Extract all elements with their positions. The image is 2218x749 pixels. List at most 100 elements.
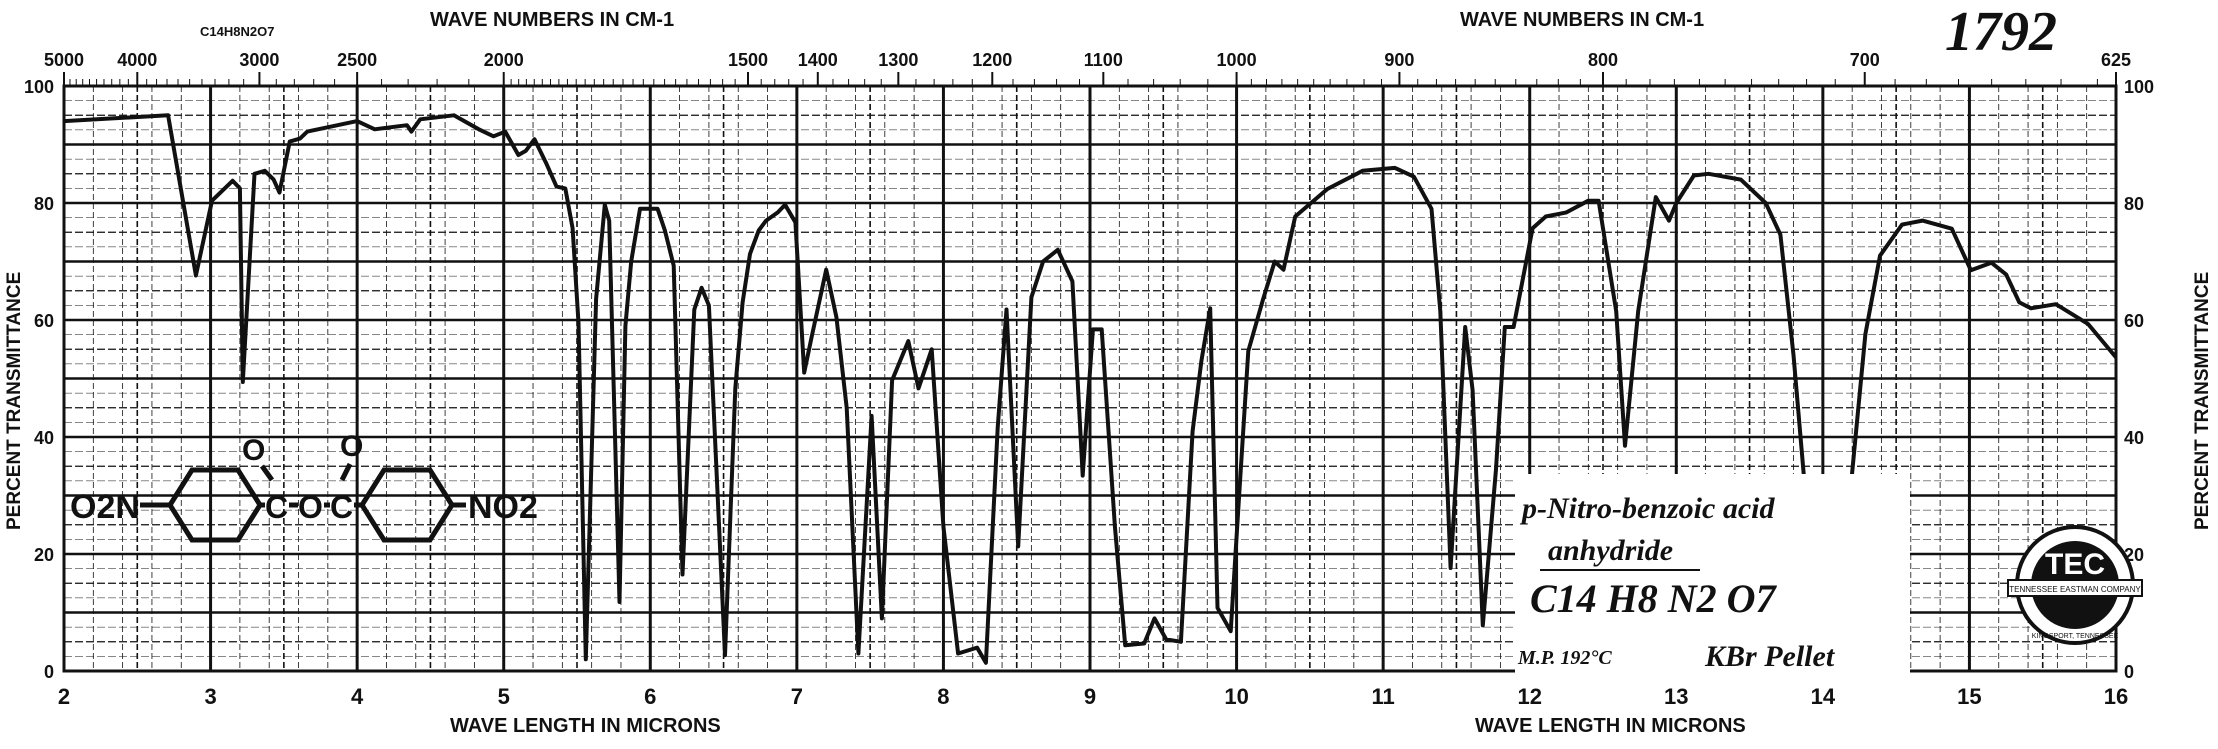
spectrum-point <box>1412 175 1416 179</box>
spectrum-point <box>231 179 235 183</box>
logo-ring-text: TENNESSEE EASTMAN COMPANY <box>2009 585 2141 594</box>
x-tick-label: 10 <box>1224 684 1248 709</box>
x-tick-label: 6 <box>644 684 656 709</box>
spectrum-point <box>1471 388 1475 392</box>
x-tick-label: 5 <box>498 684 510 709</box>
x-tick-label: 15 <box>1957 684 1981 709</box>
wavenumber-tick-label: 1000 <box>1217 50 1257 70</box>
spectrum-point <box>930 347 934 351</box>
spectrum-point <box>1969 268 1973 272</box>
spectrum-point <box>776 210 780 214</box>
spectrum-point <box>409 130 413 134</box>
spectrum-point <box>880 616 884 620</box>
spectrum-point <box>984 661 988 665</box>
spectrum-point <box>2086 322 2090 326</box>
spectrum-point <box>1614 309 1618 313</box>
spectrum-point <box>305 130 309 134</box>
spectrum-point <box>194 274 198 278</box>
wavenumber-tick-label: 1200 <box>972 50 1012 70</box>
x-tick-label: 13 <box>1664 684 1688 709</box>
spectrum-point <box>618 600 622 604</box>
spectrum-point <box>1850 470 1854 474</box>
spectrum-point <box>503 130 507 134</box>
spectrum-point <box>672 264 676 268</box>
spectrum-point <box>62 119 66 123</box>
spectrum-point <box>810 336 814 340</box>
spectrum-point <box>956 651 960 655</box>
structure-carbonyl-o2: O <box>340 430 363 463</box>
spectrum-point <box>748 252 752 256</box>
formula-small-label: C14H8N2O7 <box>200 24 274 39</box>
spectrum-point <box>554 185 558 189</box>
spectrum-point <box>1764 201 1768 205</box>
spectrum-point <box>1293 214 1297 218</box>
x-tick-label: 14 <box>1811 684 1836 709</box>
spectrum-point <box>563 186 567 190</box>
chemical-structure <box>140 462 466 543</box>
spectrum-point <box>1246 349 1250 353</box>
wavenumber-tick-label: 1100 <box>1084 50 1123 70</box>
wavenumber-tick-label: 5000 <box>44 50 84 70</box>
spectrum-point <box>2029 306 2033 310</box>
y-tick-label-right: 60 <box>2124 311 2144 331</box>
spectrum-point <box>681 572 685 576</box>
axes <box>62 72 2118 673</box>
spectrum-point <box>238 186 242 190</box>
spectrum-point <box>1325 187 1329 191</box>
wavenumber-tick-label: 3000 <box>239 50 279 70</box>
structure-carbonyl-c1: C <box>265 489 288 525</box>
compound-name-line1: p-Nitro-benzoic acid <box>1519 492 1775 525</box>
spectrum-point <box>532 137 536 141</box>
spectrum-point <box>1512 325 1516 329</box>
y-tick-label-right: 40 <box>2124 428 2144 448</box>
x-tick-label: 3 <box>204 684 216 709</box>
x-tick-label: 12 <box>1517 684 1541 709</box>
y-tick-label-left: 60 <box>34 311 54 331</box>
spectrum-point <box>1989 261 1993 265</box>
logo-location-text: KINGSPORT, TENNESSEE <box>2032 633 2119 640</box>
spectrum-point <box>1123 643 1127 647</box>
spectrum-point <box>757 228 761 232</box>
spectrum-point <box>594 297 598 301</box>
x-tick-label: 11 <box>1372 684 1395 709</box>
spectrum-point <box>1674 201 1678 205</box>
spectrum-point <box>253 172 257 176</box>
spectrum-point <box>373 127 377 131</box>
spectrum-series <box>62 113 2118 665</box>
spectrum-point <box>1238 488 1242 492</box>
spectrum-point <box>1430 207 1434 211</box>
y-axis-title-left: PERCENT TRANSMITTANCE <box>4 272 25 530</box>
x-tick-label: 4 <box>351 684 364 709</box>
compound-name-line2: anhydride <box>1548 534 1673 567</box>
spectrum-point <box>623 324 627 328</box>
spectrum-point <box>906 339 910 343</box>
spectrum-point <box>700 286 704 290</box>
y-tick-label-left: 40 <box>34 428 54 448</box>
wavelength-axis-title-left: WAVE LENGTH IN MICRONS <box>450 715 721 737</box>
spectrum-point <box>210 199 214 203</box>
spectrum-point <box>355 119 359 123</box>
spectrum-point <box>783 203 787 207</box>
wavenumber-axis-title-right: WAVE NUMBERS IN CM-1 <box>1460 9 1704 31</box>
spectrum-point <box>1191 429 1195 433</box>
spectrum-point <box>1438 309 1442 313</box>
spectrum-point <box>1261 298 1265 302</box>
y-tick-label-left: 0 <box>44 662 54 682</box>
spectrum-point <box>1564 210 1568 214</box>
wavenumber-tick-label: 1500 <box>728 50 768 70</box>
y-tick-label-left: 80 <box>34 194 54 214</box>
spectrum-point <box>1900 223 1904 227</box>
y-tick-label-left: 20 <box>34 545 54 565</box>
spectrum-point <box>856 651 860 655</box>
spectrum-point <box>663 228 667 232</box>
wavenumber-axis-title-left: WAVE NUMBERS IN CM-1 <box>430 9 674 31</box>
spectrum-point <box>1586 199 1590 203</box>
y-tick-label-right: 80 <box>2124 194 2144 214</box>
spectrum-point <box>890 378 894 382</box>
spectrum-point <box>272 178 276 182</box>
carbonyl-bond <box>339 462 353 482</box>
spectrum-point <box>941 525 945 529</box>
spectrum-point <box>1152 616 1156 620</box>
spectrum-point <box>263 169 267 173</box>
